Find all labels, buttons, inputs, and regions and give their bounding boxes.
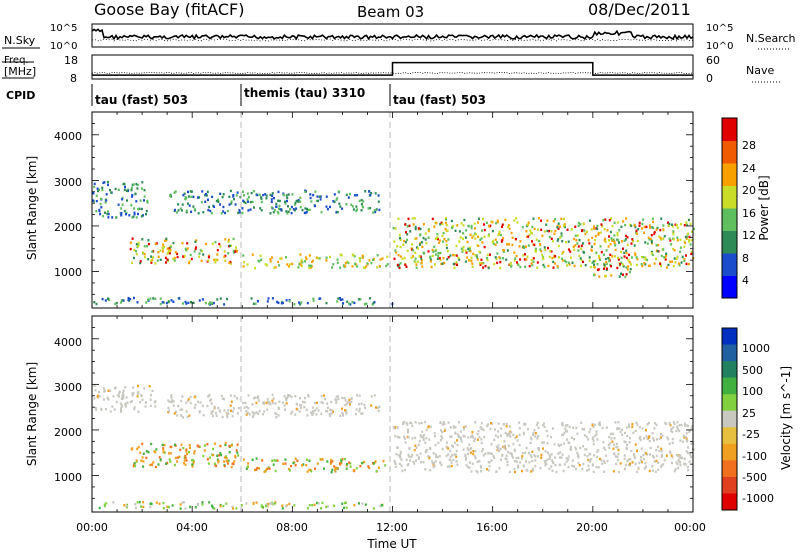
power-cbar-swatch <box>722 185 737 209</box>
velocity-panel: 1000 2000 3000 4000 Slant Range [km] <box>25 315 695 513</box>
power-y-tick-4000: 4000 <box>54 130 82 143</box>
noise-right-tick-bottom: 10^0 <box>706 41 733 52</box>
nave-tick-top: 60 <box>706 54 720 67</box>
noise-right-tick-top: 10^5 <box>706 23 733 34</box>
vel-cbar-swatch <box>722 493 737 511</box>
station-title: Goose Bay (fitACF) <box>94 0 244 19</box>
freq-label-1: Freq. <box>4 55 29 66</box>
vel-cbar-swatch <box>722 394 737 412</box>
vel-cbar-tick-500: 500 <box>742 364 763 377</box>
vel-cbar-tick-100: 100 <box>742 385 763 398</box>
x-tick-1: 04:00 <box>176 521 208 534</box>
vel-cbar-swatch <box>722 427 737 445</box>
velocity-colorbar: 1000 500 100 25 -25 -100 -500 -1000 Velo… <box>721 327 793 511</box>
x-tick-3: 12:00 <box>376 521 408 534</box>
power-cbar-label: Power [dB] <box>757 175 771 240</box>
power-cbar-tick-4: 4 <box>742 274 749 287</box>
power-cbar-tick-28: 28 <box>742 139 756 152</box>
vel-cbar-swatch <box>722 344 737 362</box>
power-cbar-tick-16: 16 <box>742 207 756 220</box>
vel-cbar-swatch <box>722 328 737 345</box>
vel-cbar-tick-m500: -500 <box>742 471 767 484</box>
vel-cbar-tick-m100: -100 <box>742 450 767 463</box>
vel-y-tick-2000: 2000 <box>54 426 82 439</box>
power-cbar-swatch <box>722 118 737 141</box>
noise-left-tick-bottom: 10^0 <box>50 41 77 52</box>
x-tick-4: 16:00 <box>476 521 508 534</box>
beam-title: Beam 03 <box>357 3 424 21</box>
vel-cbar-tick-m25: -25 <box>742 428 760 441</box>
x-axis: 00:00 04:00 08:00 12:00 16:00 20:00 00:0… <box>76 521 706 551</box>
noise-left-label: N.Sky <box>4 34 36 47</box>
cpid-segment-1: tau (fast) 503 <box>95 93 188 107</box>
power-colorbar: 28 24 20 16 12 8 4 Power [dB] <box>721 117 771 299</box>
vel-y-tick-3000: 3000 <box>54 381 82 394</box>
freq-tick-top: 18 <box>64 54 78 67</box>
vel-cbar-swatch <box>722 361 737 379</box>
vel-cbar-tick-m1000: -1000 <box>742 492 774 505</box>
power-y-tick-2000: 2000 <box>54 221 82 234</box>
power-y-tick-3000: 3000 <box>54 176 82 189</box>
cpid-label: CPID <box>6 89 35 102</box>
vel-y-tick-1000: 1000 <box>54 471 82 484</box>
x-axis-label: Time UT <box>366 537 417 551</box>
power-cbar-swatch <box>722 230 737 254</box>
power-cbar-tick-12: 12 <box>742 229 756 242</box>
cpid-segment-2: themis (tau) 3310 <box>244 86 365 100</box>
vel-cbar-swatch <box>722 443 737 461</box>
power-y-label: Slant Range [km] <box>25 156 39 260</box>
cpid-bar: CPID tau (fast) 503 themis (tau) 3310 ta… <box>6 84 486 107</box>
power-cbar-tick-20: 20 <box>742 184 756 197</box>
nave-trace <box>92 61 693 76</box>
vel-cbar-tick-25: 25 <box>742 407 756 420</box>
vel-cbar-swatch <box>722 377 737 395</box>
power-y-tick-1000: 1000 <box>54 266 82 279</box>
freq-panel: Freq. [MHz] 18 8 60 0 Nave <box>2 54 780 85</box>
vel-cbar-swatch <box>722 410 737 428</box>
freq-label-2: [MHz] <box>4 65 36 78</box>
noise-sky-trace <box>91 28 694 41</box>
power-cbar-tick-24: 24 <box>742 162 756 175</box>
vel-y-label: Slant Range [km] <box>25 362 39 466</box>
date-title: 08/Dec/2011 <box>588 0 691 19</box>
power-cbar-swatch <box>722 208 737 231</box>
x-tick-0: 00:00 <box>76 521 108 534</box>
power-panel: 1000 2000 3000 4000 Slant Range [km] <box>25 111 695 309</box>
vel-cbar-swatch <box>722 476 737 494</box>
x-tick-5: 20:00 <box>576 521 608 534</box>
velocity-data-layer <box>93 384 695 510</box>
nave-label: Nave <box>746 64 774 77</box>
x-tick-2: 08:00 <box>276 521 308 534</box>
freq-tick-bottom: 8 <box>70 72 77 85</box>
vel-y-tick-4000: 4000 <box>54 336 82 349</box>
vel-cbar-swatch <box>722 460 737 478</box>
power-cbar-swatch <box>722 140 737 164</box>
cpid-segment-3: tau (fast) 503 <box>393 93 486 107</box>
vel-cbar-tick-1000: 1000 <box>742 342 770 355</box>
power-cbar-swatch <box>722 275 737 299</box>
x-tick-6: 00:00 <box>674 521 706 534</box>
power-cbar-tick-8: 8 <box>742 252 749 265</box>
power-cbar-swatch <box>722 253 737 276</box>
power-data-layer <box>92 180 695 306</box>
noise-right-label: N.Search <box>746 32 796 45</box>
power-cbar-swatch <box>722 163 737 186</box>
noise-panel: N.Sky 10^5 10^0 10^5 10^0 N.Search <box>2 23 796 52</box>
noise-left-tick-top: 10^5 <box>50 23 77 34</box>
vel-cbar-label: Velocity [m s^-1] <box>779 366 793 470</box>
nave-tick-bottom: 0 <box>706 72 713 85</box>
noise-search-trace <box>91 38 694 42</box>
